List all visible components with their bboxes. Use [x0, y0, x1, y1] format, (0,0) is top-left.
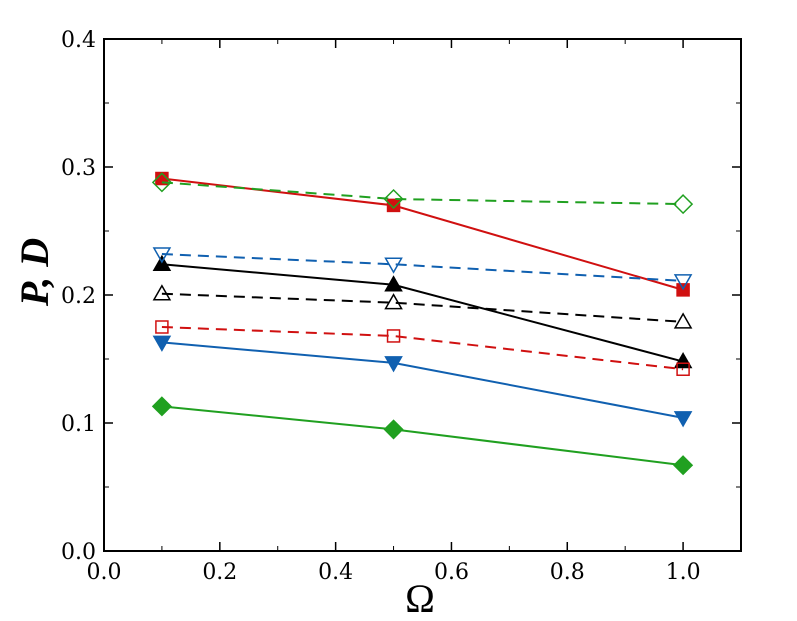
triangle-up-marker [384, 275, 403, 292]
diamond-marker [673, 455, 694, 476]
axis-ticks: 0.0 0.2 0.4 0.6 0.8 1.0 0.0 0.1 0.2 0.3 0.4 [61, 28, 741, 585]
y-tick-label: 0.4 [61, 28, 96, 53]
x-tick-label: 0.8 [550, 560, 585, 585]
y-tick-label: 0.2 [61, 284, 96, 309]
series-line [161, 292, 684, 323]
series-layer [151, 171, 694, 476]
triangle-down-marker [152, 247, 172, 264]
triangle-up-marker [152, 284, 172, 301]
diamond-marker [673, 194, 694, 215]
x-tick-label: 0.4 [318, 560, 353, 585]
y-tick-label: 0.3 [61, 156, 96, 181]
series-line [161, 326, 684, 371]
series-green-dashed-open-diamond [151, 172, 694, 215]
series-blue-solid-filled-triangle-down [152, 335, 693, 428]
series-line [161, 181, 684, 206]
x-axis-label: Ω [405, 576, 435, 621]
triangle-up-marker [673, 352, 693, 369]
series-green-solid-filled-diamond [151, 396, 694, 476]
diamond-marker [383, 419, 404, 440]
square-marker [386, 198, 401, 213]
square-marker [155, 320, 169, 334]
diamond-marker [151, 396, 172, 417]
x-tick-label: 0.6 [434, 560, 469, 585]
triangle-down-marker [152, 335, 172, 352]
series-line [161, 405, 684, 467]
diamond-marker [151, 172, 172, 193]
series-line [161, 253, 684, 282]
diamond-marker [383, 188, 404, 210]
series-line [161, 177, 684, 291]
triangle-up-marker [673, 312, 693, 329]
x-tick-label: 0.0 [87, 560, 122, 585]
series-black-solid-filled-triangle-up [152, 254, 693, 369]
square-marker [386, 329, 401, 343]
y-tick-label: 0.1 [61, 412, 96, 437]
triangle-down-marker [673, 274, 693, 291]
x-tick-label: 0.2 [202, 560, 237, 585]
series-red-dashed-open-square [155, 320, 690, 376]
y-tick-label: 0.0 [61, 540, 96, 565]
series-line [161, 263, 684, 363]
y-axis-label: P, D [12, 238, 57, 307]
x-tick-label: 1.0 [666, 560, 701, 585]
series-red-solid-filled-square [155, 171, 690, 297]
series-black-dashed-open-triangle-up [152, 284, 693, 329]
series-blue-dashed-open-triangle-down [152, 247, 693, 291]
series-line [161, 341, 684, 419]
triangle-down-marker [673, 411, 693, 428]
square-marker [676, 362, 690, 376]
triangle-down-marker [384, 257, 403, 274]
triangle-down-marker [384, 356, 403, 373]
triangle-up-marker [384, 293, 403, 310]
